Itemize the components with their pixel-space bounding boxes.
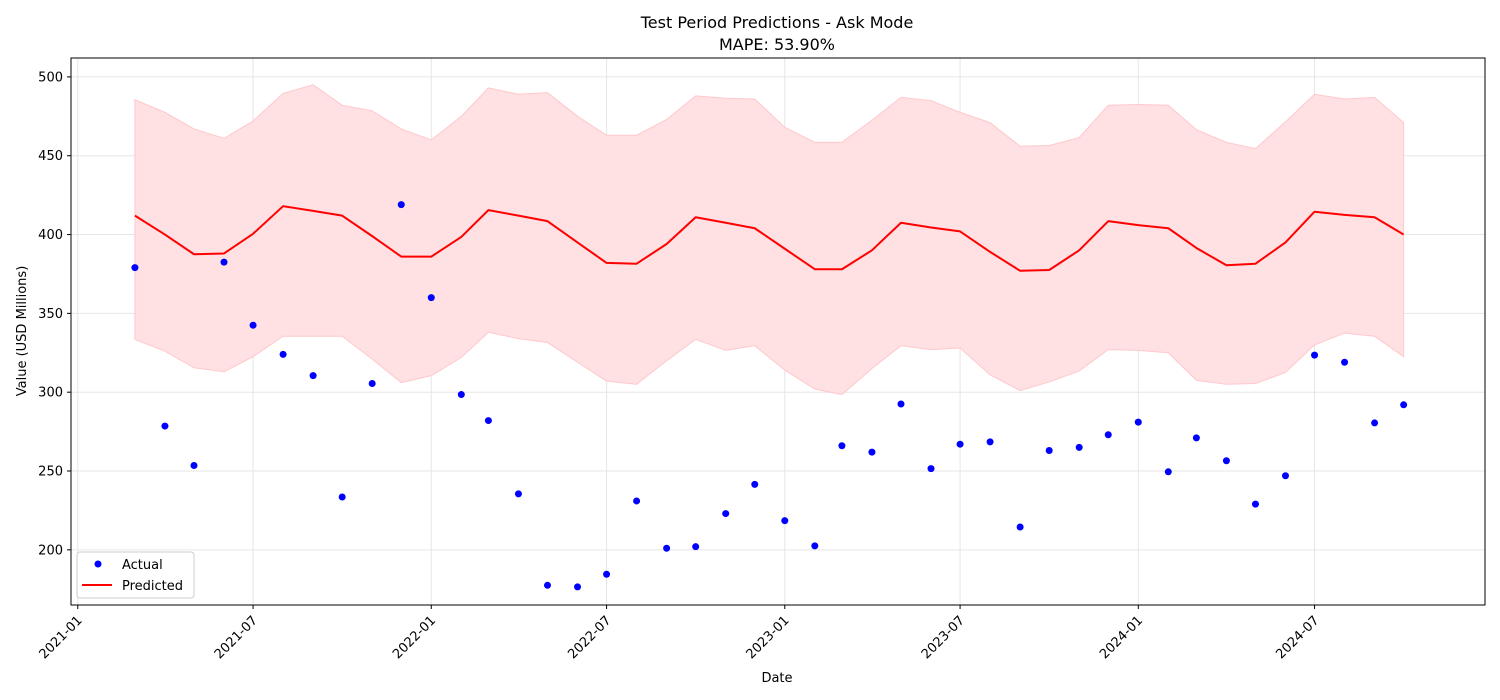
actual-point (1134, 418, 1142, 426)
actual-point (131, 264, 139, 272)
legend-actual-label: Actual (122, 558, 163, 573)
actual-point (220, 258, 228, 266)
y-tick-label: 200 (38, 543, 63, 558)
x-tick-label: 2021-07 (212, 613, 261, 662)
actual-point (249, 321, 257, 329)
actual-point (811, 542, 819, 550)
actual-point (543, 581, 551, 589)
actual-point (927, 465, 935, 473)
actual-point (1341, 358, 1349, 366)
actual-point (751, 480, 759, 488)
x-tick-label: 2024-01 (1097, 613, 1146, 662)
actual-point (1311, 351, 1319, 359)
actual-point (633, 497, 641, 505)
actual-point (692, 543, 700, 551)
actual-points (131, 201, 1408, 591)
actual-point (838, 442, 846, 450)
actual-point (897, 400, 905, 408)
legend-box (76, 551, 195, 599)
actual-point (603, 570, 611, 578)
actual-point (338, 493, 346, 501)
actual-point (868, 448, 876, 456)
x-axis-label: Date (761, 671, 792, 686)
actual-point (1075, 443, 1083, 451)
actual-point (457, 391, 465, 399)
actual-point (484, 417, 492, 425)
actual-point (781, 517, 789, 525)
actual-point (1016, 523, 1024, 531)
actual-point (514, 490, 522, 498)
actual-point (1222, 457, 1230, 465)
prediction-interval-area (134, 84, 1405, 396)
actual-point (574, 583, 582, 591)
actual-point (161, 422, 169, 430)
actual-point (1192, 434, 1200, 442)
actual-point (663, 544, 671, 552)
actual-point (1281, 472, 1289, 480)
y-axis: 200 250 300 350 400 450 500 (38, 70, 71, 558)
x-tick-label: 2022-01 (390, 613, 439, 662)
actual-point (1045, 447, 1053, 455)
x-axis: 2021-01 2021-07 2022-01 2022-07 2023-01 2023-… (37, 605, 1322, 662)
x-tick-label: 2024-07 (1273, 613, 1322, 662)
actual-point (1400, 401, 1408, 409)
y-tick-label: 450 (38, 149, 63, 164)
x-tick-label: 2021-01 (37, 613, 86, 662)
y-tick-label: 400 (38, 228, 63, 243)
actual-point (1164, 468, 1172, 476)
actual-point (397, 201, 405, 209)
x-tick-label: 2023-01 (744, 613, 793, 662)
actual-point (722, 510, 730, 518)
chart-subtitle: MAPE: 53.90% (719, 35, 835, 54)
prediction-interval-band (134, 84, 1405, 396)
predicted-line (134, 205, 1405, 272)
actual-point (309, 372, 317, 380)
predicted-series-line (134, 205, 1405, 272)
y-tick-label: 250 (38, 465, 63, 480)
actual-point (427, 294, 435, 302)
y-tick-label: 300 (38, 386, 63, 401)
actual-point (1371, 419, 1379, 427)
actual-point (368, 380, 376, 388)
x-tick-label: 2023-07 (919, 613, 968, 662)
actual-point (190, 461, 198, 469)
plot-frame (70, 57, 1486, 606)
x-tick-label: 2022-07 (565, 613, 614, 662)
actual-point (956, 440, 964, 448)
legend-predicted-label: Predicted (122, 579, 183, 594)
legend: Actual Predicted (76, 551, 195, 599)
y-axis-label: Value (USD Millions) (15, 266, 30, 397)
legend-actual-marker (94, 560, 102, 568)
actual-point (279, 350, 287, 358)
actual-point (1104, 431, 1112, 439)
chart-title: Test Period Predictions - Ask Mode (640, 13, 914, 32)
y-tick-label: 500 (38, 70, 63, 85)
actual-point (986, 438, 994, 446)
actual-point (1251, 500, 1259, 508)
y-tick-label: 350 (38, 307, 63, 322)
